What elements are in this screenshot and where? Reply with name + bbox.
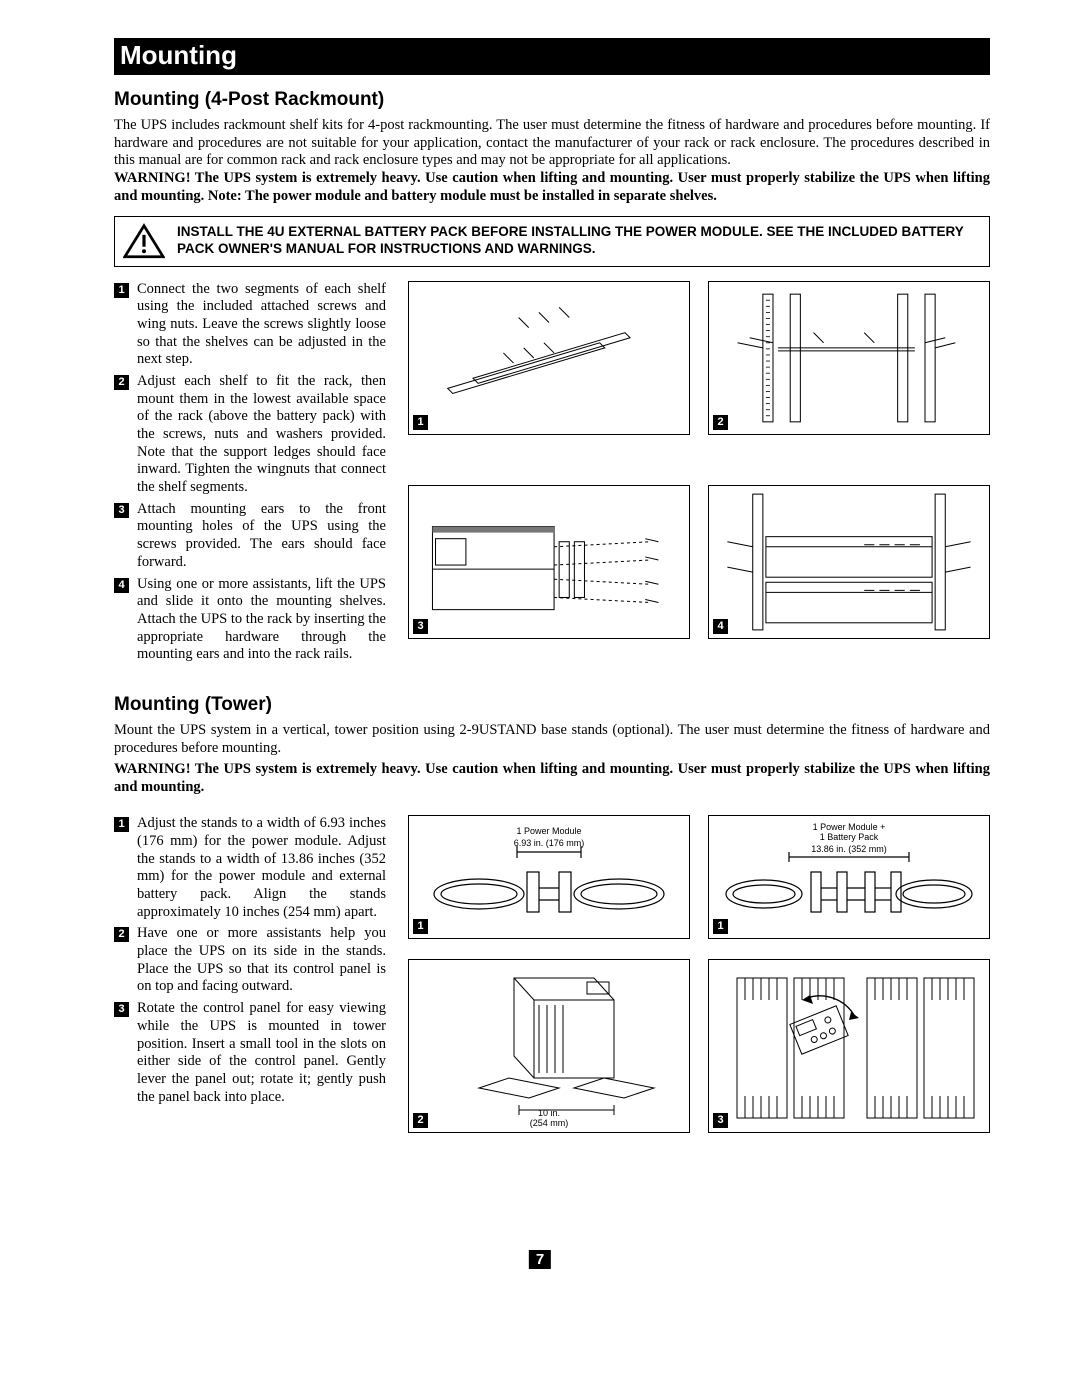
step-text: Adjust each shelf to fit the rack, then … <box>137 373 386 497</box>
figure-rack-4: 4 <box>708 485 990 639</box>
figure-tag: 1 <box>413 415 428 430</box>
fig-caption: 6.93 in. (176 mm) <box>409 838 689 848</box>
step-number: 1 <box>114 817 129 832</box>
figure-tag: 3 <box>713 1113 728 1128</box>
rack-warning-text: WARNING! The UPS system is extremely hea… <box>114 170 990 206</box>
fig-caption: 1 Power Module <box>409 826 689 836</box>
figure-tag: 2 <box>413 1113 428 1128</box>
step-number: 2 <box>114 375 129 390</box>
page-number: 7 <box>529 1251 551 1269</box>
tower-steps-list: 1 Adjust the stands to a width of 6.93 in… <box>114 815 386 1106</box>
step-number: 2 <box>114 927 129 942</box>
step-text: Connect the two segments of each shelf u… <box>137 281 386 369</box>
figure-tag: 1 <box>713 919 728 934</box>
banner-title: Mounting <box>114 38 990 75</box>
heading-rackmount: Mounting (4-Post Rackmount) <box>114 89 990 111</box>
figure-tag: 3 <box>413 619 428 634</box>
figure-tag: 4 <box>713 619 728 634</box>
callout-box: INSTALL THE 4U EXTERNAL BATTERY PACK BEF… <box>114 216 990 267</box>
step-text: Adjust the stands to a width of 6.93 inc… <box>137 815 386 921</box>
figure-tag: 2 <box>713 415 728 430</box>
figure-tag: 1 <box>413 919 428 934</box>
step-number: 1 <box>114 283 129 298</box>
fig-caption: (254 mm) <box>409 1118 689 1128</box>
figure-tower-1a: 1 Power Module 6.93 in. (176 mm) <box>408 815 690 939</box>
step-number: 4 <box>114 578 129 593</box>
step-text: Attach mounting ears to the front mounti… <box>137 501 386 572</box>
tower-warning-text: WARNING! The UPS system is extremely hea… <box>114 761 990 797</box>
fig-caption: 10 in. <box>409 1108 689 1118</box>
warning-triangle-icon <box>123 223 165 260</box>
step-number: 3 <box>114 1002 129 1017</box>
rack-intro-text: The UPS includes rackmount shelf kits fo… <box>114 117 990 170</box>
fig-caption: 1 Power Module + 1 Battery Pack <box>709 822 989 842</box>
figure-tower-3: 3 <box>708 959 990 1133</box>
tower-intro-text: Mount the UPS system in a vertical, towe… <box>114 722 990 757</box>
figure-tower-2: 10 in. (254 mm) 2 <box>408 959 690 1133</box>
figure-rack-3: 3 <box>408 485 690 639</box>
fig-caption: 13.86 in. (352 mm) <box>709 844 989 854</box>
step-text: Rotate the control panel for easy viewin… <box>137 1000 386 1106</box>
step-text: Have one or more assistants help you pla… <box>137 925 386 996</box>
heading-tower: Mounting (Tower) <box>114 694 990 716</box>
figure-tower-1b: 1 Power Module + 1 Battery Pack 13.86 in… <box>708 815 990 939</box>
rack-steps-list: 1 Connect the two segments of each shelf … <box>114 281 386 664</box>
step-text: Using one or more assistants, lift the U… <box>137 576 386 664</box>
figure-rack-2: 2 <box>708 281 990 435</box>
step-number: 3 <box>114 503 129 518</box>
figure-rack-1: 1 <box>408 281 690 435</box>
callout-text: INSTALL THE 4U EXTERNAL BATTERY PACK BEF… <box>177 224 981 258</box>
